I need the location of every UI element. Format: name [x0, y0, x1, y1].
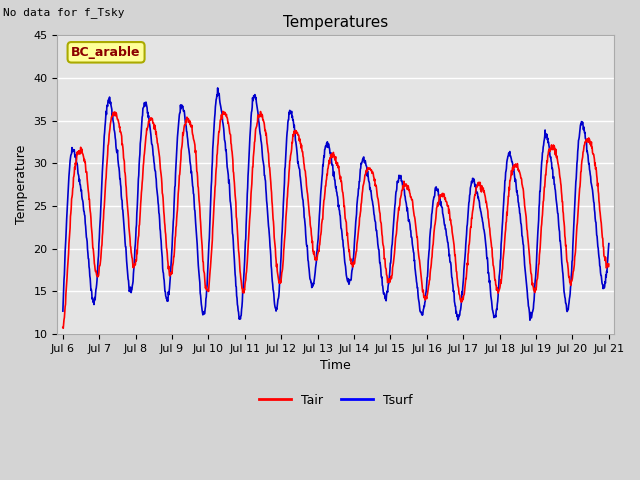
Y-axis label: Temperature: Temperature — [15, 145, 28, 225]
Text: No data for f_Tsky: No data for f_Tsky — [3, 7, 125, 18]
Legend: Tair, Tsurf: Tair, Tsurf — [255, 389, 417, 411]
X-axis label: Time: Time — [321, 360, 351, 372]
Text: BC_arable: BC_arable — [71, 46, 141, 59]
Title: Temperatures: Temperatures — [284, 15, 388, 30]
